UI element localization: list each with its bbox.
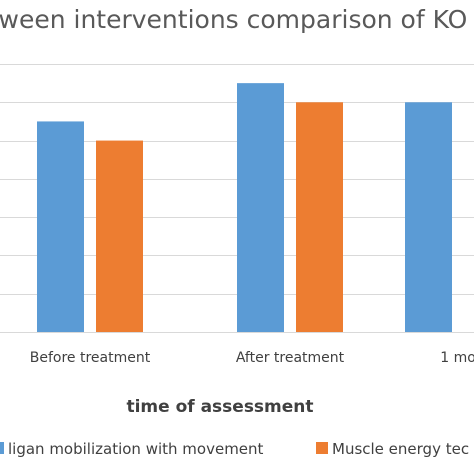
chart-title: tween interventions comparison of KO <box>0 5 467 34</box>
legend-swatch <box>316 442 328 454</box>
legend-item: ligan mobilization with movement <box>0 440 264 458</box>
bar-series-1-cat-1 <box>37 121 84 332</box>
bar-series-2-cat-2 <box>296 102 343 333</box>
legend-item: Muscle energy tec <box>316 440 469 458</box>
legend-label: ligan mobilization with movement <box>8 440 264 458</box>
x-axis-title: time of assessment <box>126 397 313 417</box>
bars <box>37 83 452 333</box>
x-tick-labels: Before treatment After treatment 1 mo <box>30 350 474 366</box>
bar-series-1-cat-2 <box>237 83 284 333</box>
legend-label: Muscle energy tec <box>332 440 469 458</box>
legend: ligan mobilization with movement Muscle e… <box>0 440 469 458</box>
bar-series-2-cat-1 <box>96 140 143 332</box>
legend-swatch <box>0 442 4 454</box>
x-tick-label: 1 mo <box>440 350 474 366</box>
bar-series-1-cat-3 <box>405 102 452 333</box>
x-tick-label: After treatment <box>236 350 345 366</box>
x-tick-label: Before treatment <box>30 350 151 366</box>
